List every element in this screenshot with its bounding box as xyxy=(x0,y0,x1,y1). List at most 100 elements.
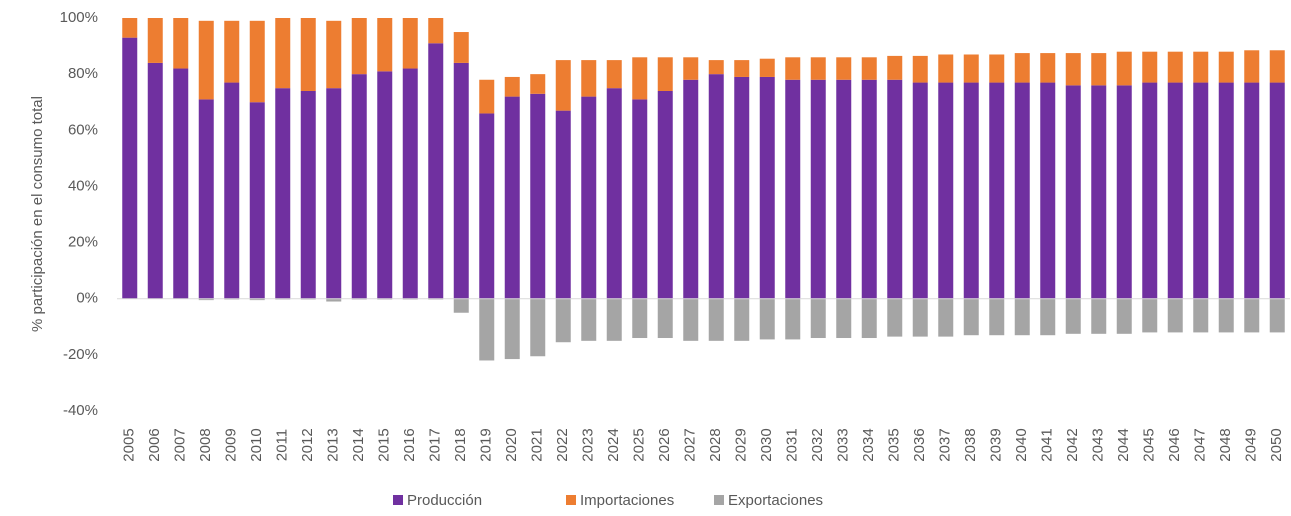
bar xyxy=(734,298,750,341)
bar xyxy=(963,54,979,83)
bar xyxy=(1040,82,1056,299)
bar xyxy=(1065,53,1081,86)
bar xyxy=(632,99,648,299)
bar xyxy=(1244,50,1260,83)
x-tick-label: 2022 xyxy=(554,428,571,461)
bar xyxy=(1040,53,1056,83)
bar xyxy=(938,82,954,299)
x-tick-label: 2012 xyxy=(299,428,316,461)
y-tick-label: -20% xyxy=(63,346,98,363)
bar xyxy=(326,88,342,299)
bar xyxy=(504,298,520,360)
legend-label: Exportaciones xyxy=(728,492,823,509)
bar xyxy=(1091,85,1107,299)
bar xyxy=(887,298,903,337)
x-tick-label: 2007 xyxy=(172,428,189,461)
bar xyxy=(198,298,214,301)
bar xyxy=(249,298,265,301)
bar xyxy=(530,298,546,357)
x-tick-label: 2016 xyxy=(401,428,418,461)
bar xyxy=(351,74,367,299)
x-tick-label: 2019 xyxy=(478,428,495,461)
bar xyxy=(938,298,954,337)
legend-swatch xyxy=(714,495,724,505)
x-tick-label: 2041 xyxy=(1039,428,1056,461)
x-tick-label: 2050 xyxy=(1268,428,1285,461)
y-tick-label: -40% xyxy=(63,402,98,419)
bar xyxy=(1167,298,1183,333)
bar xyxy=(734,76,750,299)
bar xyxy=(249,20,265,103)
bar xyxy=(1091,298,1107,334)
x-tick-label: 2048 xyxy=(1217,428,1234,461)
bar xyxy=(1167,82,1183,299)
x-tick-label: 2038 xyxy=(962,428,979,461)
legend-swatch xyxy=(566,495,576,505)
bar xyxy=(912,55,928,83)
x-tick-label: 2008 xyxy=(197,428,214,461)
x-tick-label: 2047 xyxy=(1192,428,1209,461)
y-tick-label: 100% xyxy=(60,9,98,26)
x-tick-label: 2010 xyxy=(248,428,265,461)
bar xyxy=(785,79,801,299)
bar xyxy=(1167,51,1183,83)
bar xyxy=(810,57,826,80)
bar xyxy=(1142,298,1158,333)
y-axis-label: % participación en el consumo total xyxy=(29,96,46,332)
bar xyxy=(1269,82,1285,299)
bar xyxy=(479,79,495,114)
bar xyxy=(428,18,444,44)
bar xyxy=(530,93,546,299)
bar xyxy=(912,298,928,337)
bar xyxy=(173,18,189,69)
bar xyxy=(836,298,852,339)
bar xyxy=(708,74,724,299)
y-tick-label: 0% xyxy=(76,290,98,307)
bar xyxy=(989,82,1005,299)
y-tick-label: 40% xyxy=(68,177,98,194)
bar xyxy=(1218,298,1234,333)
x-tick-label: 2006 xyxy=(146,428,163,461)
bar xyxy=(1142,51,1158,83)
bar xyxy=(912,82,928,299)
y-tick-label: 60% xyxy=(68,121,98,138)
bar xyxy=(504,96,520,299)
bar xyxy=(300,90,316,299)
bar xyxy=(989,298,1005,336)
bar xyxy=(759,298,775,340)
bar xyxy=(632,57,648,100)
x-tick-label: 2009 xyxy=(223,428,240,461)
bar xyxy=(836,57,852,80)
bar xyxy=(351,18,367,75)
bar xyxy=(759,58,775,77)
x-tick-label: 2020 xyxy=(503,428,520,461)
bar xyxy=(555,60,571,111)
bar xyxy=(326,20,342,89)
x-tick-label: 2028 xyxy=(707,428,724,461)
bar xyxy=(581,298,597,341)
bar xyxy=(1116,85,1132,299)
x-tick-label: 2025 xyxy=(631,428,648,461)
bar xyxy=(1065,85,1081,299)
bar xyxy=(147,18,163,63)
x-tick-label: 2015 xyxy=(376,428,393,461)
bar xyxy=(1193,298,1209,333)
bar xyxy=(683,298,699,341)
bar xyxy=(300,18,316,91)
x-tick-label: 2029 xyxy=(733,428,750,461)
x-tick-label: 2043 xyxy=(1090,428,1107,461)
bar xyxy=(122,18,138,38)
x-tick-label: 2040 xyxy=(1013,428,1030,461)
legend-swatch xyxy=(393,495,403,505)
bar xyxy=(1193,82,1209,299)
bar xyxy=(734,60,750,77)
bar xyxy=(836,79,852,299)
bar xyxy=(1218,82,1234,299)
bar xyxy=(1269,298,1285,333)
legend-label: Producción xyxy=(407,492,482,509)
x-tick-label: 2024 xyxy=(605,428,622,461)
bar xyxy=(198,20,214,100)
bar xyxy=(963,82,979,299)
bar xyxy=(122,37,138,299)
y-tick-label: 80% xyxy=(68,65,98,82)
